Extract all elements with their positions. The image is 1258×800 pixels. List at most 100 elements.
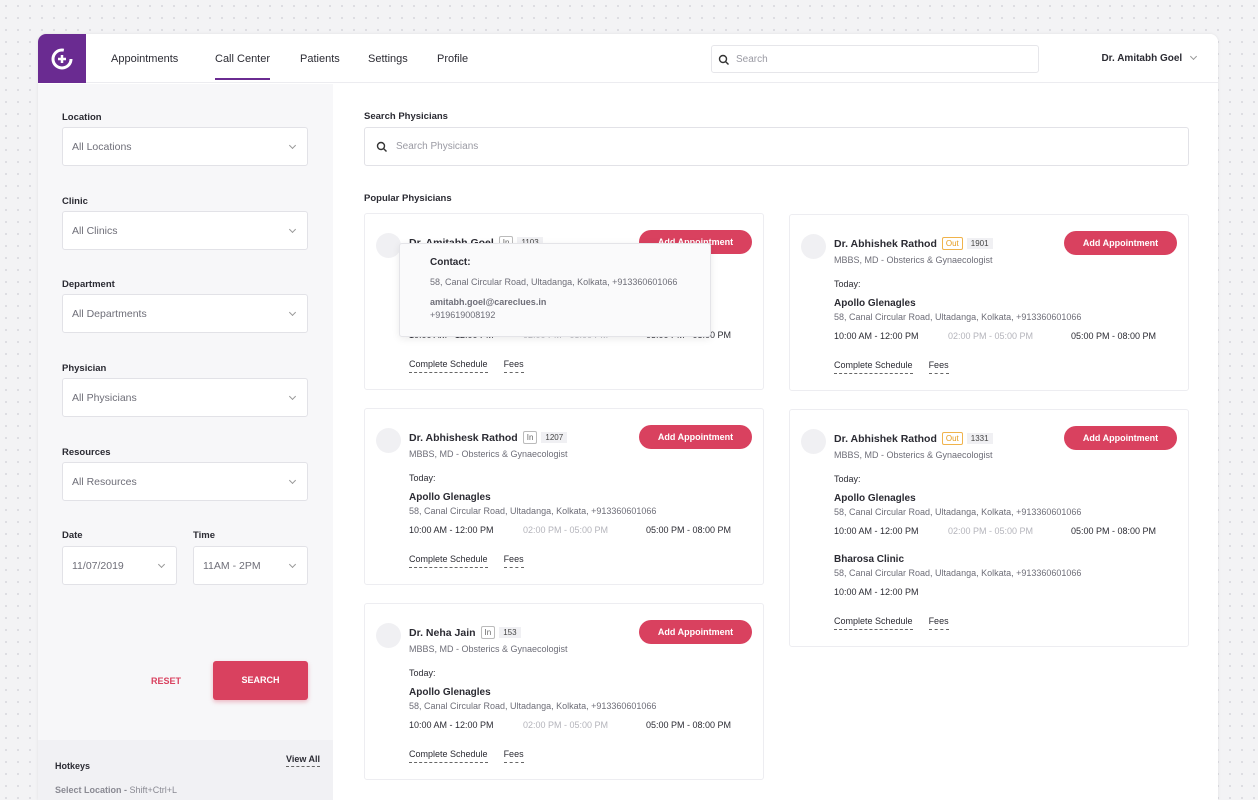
nav-item[interactable]: Patients — [300, 53, 340, 65]
time-slot[interactable]: 05:00 PM - 08:00 PM — [1071, 331, 1157, 341]
status-badge: In — [480, 626, 496, 639]
clinic-name: Apollo Glenagles — [834, 493, 916, 504]
degree: MBBS, MD - Obsterics & Gynaecologist — [834, 450, 993, 460]
view-all[interactable]: View All — [286, 754, 321, 767]
nav-item[interactable]: Appointments — [111, 53, 179, 65]
chevron — [288, 393, 297, 401]
chevron — [288, 560, 297, 569]
filter-select[interactable]: All Departments — [62, 294, 308, 334]
card-link[interactable]: Complete Schedule — [409, 554, 488, 568]
select-value: 11/07/2019 — [72, 560, 124, 572]
card-header: Dr. Neha Jain In 153 — [409, 623, 751, 641]
select-value: All Locations — [72, 141, 132, 153]
clinic-name: Apollo Glenagles — [834, 298, 916, 309]
select-value: 11AM - 2PM — [203, 560, 261, 572]
degree: MBBS, MD - Obsterics & Gynaecologist — [409, 644, 568, 654]
physician-name: Dr. Abhishesk Rathod — [409, 432, 518, 444]
status-badge: In — [522, 431, 538, 444]
hotkey-keys: Shift+Ctrl+L — [129, 785, 178, 795]
time-select[interactable]: 11AM - 2PM — [193, 546, 308, 585]
logo[interactable] — [38, 34, 86, 83]
add-appointment[interactable]: Add Appointment — [1064, 426, 1177, 450]
filter-select[interactable]: All Physicians — [62, 378, 308, 418]
filter-select[interactable]: All Resources — [62, 461, 308, 501]
time-slot[interactable]: 02:00 PM - 05:00 PM — [948, 526, 1034, 536]
card-link[interactable]: Complete Schedule — [834, 616, 913, 630]
card-link[interactable]: Complete Schedule — [834, 360, 913, 374]
hotkey-row: Select Location - Shift+Ctrl+L — [55, 785, 177, 795]
today-label: Today: — [409, 473, 436, 483]
chevron — [1189, 52, 1198, 61]
card-link[interactable]: Complete Schedule — [409, 749, 488, 763]
physician-id: 1103 — [517, 237, 543, 248]
search-button[interactable]: SEARCH — [213, 661, 308, 700]
today-label: Today: — [409, 668, 436, 678]
clinic-address: 58, Canal Circular Road, Ultadanga, Kolk… — [834, 312, 1082, 322]
card-header: Dr. Abhishek Rathod Out 1331 — [834, 429, 1176, 447]
nav-item[interactable]: Settings — [368, 53, 408, 65]
time-slot[interactable]: 10:00 AM - 12:00 PM — [409, 720, 494, 730]
search-label: Search Physicians — [364, 111, 448, 122]
avatar — [801, 429, 826, 454]
time-slot[interactable]: 10:00 AM - 12:00 PM — [834, 587, 919, 597]
avatar — [376, 623, 401, 648]
time-slot[interactable]: 05:00 PM - 08:00 PM — [646, 720, 732, 730]
card-link[interactable]: Fees — [503, 554, 524, 568]
card-link[interactable]: Fees — [503, 749, 524, 763]
degree: MBBS, MD - Obsterics & Gynaecologist — [409, 449, 568, 459]
add-appointment[interactable]: Add Appointment — [639, 425, 752, 449]
tooltip-phone: +919619008192 — [430, 310, 496, 320]
top-search[interactable]: Search — [711, 45, 1039, 73]
physician-card: Dr. Abhishesk Rathod In 1207 MBBS, MD - Obs… — [364, 408, 764, 585]
physician-id: 1331 — [966, 433, 993, 444]
clinic-address: 58, Canal Circular Road, Ultadanga, Kolk… — [409, 506, 657, 516]
user-menu[interactable]: Dr. Amitabh Goel — [1101, 52, 1198, 64]
reset-button[interactable]: RESET — [151, 676, 182, 686]
today-label: Today: — [834, 474, 861, 484]
physician-name: Dr. Abhishek Rathod — [834, 238, 937, 250]
filter-label: Physician — [62, 363, 107, 375]
clinic: Apollo Glenagles 58, Canal Circular Road,… — [409, 687, 751, 732]
date-select[interactable]: 11/07/2019 — [62, 546, 177, 585]
card-link[interactable]: Complete Schedule — [409, 359, 488, 373]
filter-select[interactable]: All Clinics — [62, 210, 308, 250]
time-slot[interactable]: 10:00 AM - 12:00 PM — [409, 525, 494, 535]
card-links: Complete Schedule Fees — [409, 359, 751, 373]
card-link[interactable]: Fees — [928, 616, 949, 630]
nav-item[interactable]: Call Center — [215, 53, 271, 80]
add-appointment[interactable]: Add Appointment — [1064, 231, 1177, 255]
clinic-address: 58, Canal Circular Road, Ultadanga, Kolk… — [834, 507, 1082, 517]
tooltip-title: Contact: — [430, 257, 471, 268]
status-badge: Out — [941, 432, 963, 445]
contact-tooltip: Contact: 58, Canal Circular Road, Ultada… — [399, 243, 711, 337]
select-value: All Resources — [72, 475, 137, 488]
hotkeys: Hotkeys View All Select Location - Shift… — [38, 740, 333, 800]
date-label: Date — [62, 530, 83, 541]
physician-search[interactable]: Search Physicians — [364, 127, 1189, 166]
clinic: Apollo Glenagles 58, Canal Circular Road,… — [409, 492, 751, 537]
slots: 10:00 AM - 12:00 PM 02:00 PM - 05:00 PM 05… — [409, 525, 751, 537]
select-value: All Clinics — [72, 224, 118, 237]
avatar — [801, 234, 826, 259]
filter-select[interactable]: All Locations — [62, 127, 308, 166]
card-links: Complete Schedule Fees — [834, 360, 1176, 374]
add-appointment[interactable]: Add Appointment — [639, 620, 752, 644]
nav-item[interactable]: Profile — [437, 53, 469, 65]
time-slot[interactable]: 10:00 AM - 12:00 PM — [834, 331, 919, 341]
card-link[interactable]: Fees — [503, 359, 524, 373]
time-slot[interactable]: 05:00 PM - 08:00 PM — [1071, 526, 1157, 536]
card-link[interactable]: Fees — [928, 360, 949, 374]
filter-label: Department — [62, 279, 115, 291]
card-header: Dr. Abhishesk Rathod In 1207 — [409, 428, 751, 446]
status-badge: Out — [941, 237, 963, 250]
time-slot[interactable]: 10:00 AM - 12:00 PM — [834, 526, 919, 536]
card-links: Complete Schedule Fees — [834, 616, 1176, 630]
time-slot[interactable]: 02:00 PM - 05:00 PM — [523, 720, 609, 730]
time-slot[interactable]: 02:00 PM - 05:00 PM — [523, 525, 609, 535]
chevron — [288, 476, 297, 484]
slots: 10:00 AM - 12:00 PM 02:00 PM - 05:00 PM 05… — [834, 331, 1176, 343]
time-slot[interactable]: 05:00 PM - 08:00 PM — [646, 525, 732, 535]
card-links: Complete Schedule Fees — [409, 749, 751, 763]
time-slot[interactable]: 02:00 PM - 05:00 PM — [948, 331, 1034, 341]
